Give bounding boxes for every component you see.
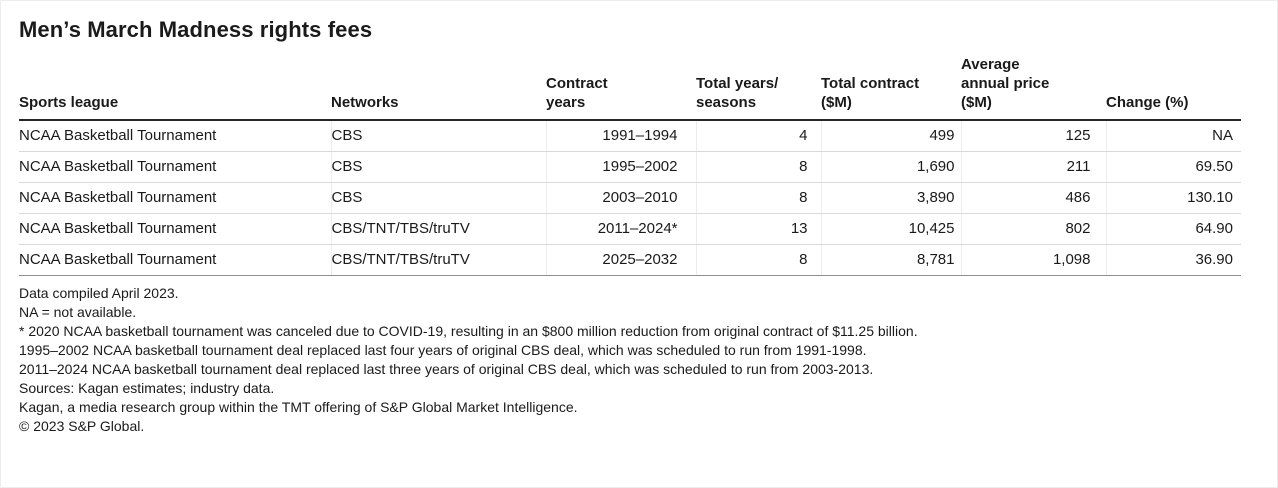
column-header-average-annual-price: Average annual price ($M)	[961, 55, 1106, 121]
cell-networks: CBS	[330, 151, 546, 183]
rights-fees-table: Sports league Networks Contract years To…	[19, 55, 1241, 276]
cell-total-contract: 499	[820, 120, 961, 152]
cell-sports-league: NCAA Basketball Tournament	[19, 244, 331, 276]
cell-average-annual-price: 802	[960, 213, 1106, 245]
cell-total-contract: 8,781	[820, 244, 961, 276]
footnote-kagan: Kagan, a media research group within the…	[19, 398, 578, 415]
cell-change-pct: 130.10	[1105, 182, 1241, 214]
cell-change-pct: 36.90	[1105, 244, 1241, 276]
cell-average-annual-price: 1,098	[960, 244, 1106, 276]
cell-contract-years: 2003–2010	[545, 182, 696, 214]
footnote-2011-deal: 2011–2024 NCAA basketball tournament dea…	[19, 360, 874, 377]
column-header-contract-years: Contract years	[546, 55, 696, 121]
cell-sports-league: NCAA Basketball Tournament	[19, 182, 331, 214]
cell-contract-years: 2025–2032	[545, 244, 696, 276]
cell-total-years: 8	[695, 151, 821, 183]
footnote-na-definition: NA = not available.	[19, 303, 137, 320]
table-row: NCAA Basketball Tournament CBS/TNT/TBS/t…	[19, 213, 1241, 245]
cell-sports-league: NCAA Basketball Tournament	[19, 213, 331, 245]
cell-contract-years: 2011–2024*	[545, 213, 696, 245]
footnotes: Data compiled April 2023. NA = not avail…	[19, 284, 1259, 436]
footnote-asterisk-covid: * 2020 NCAA basketball tournament was ca…	[19, 322, 918, 339]
cell-total-years: 8	[695, 182, 821, 214]
cell-average-annual-price: 211	[960, 151, 1106, 183]
cell-sports-league: NCAA Basketball Tournament	[19, 120, 331, 152]
column-header-networks: Networks	[331, 55, 546, 121]
cell-networks: CBS/TNT/TBS/truTV	[330, 213, 546, 245]
cell-change-pct: 64.90	[1105, 213, 1241, 245]
cell-networks: CBS	[330, 182, 546, 214]
table-row: NCAA Basketball Tournament CBS 1995–2002…	[19, 151, 1241, 183]
cell-average-annual-price: 125	[960, 120, 1106, 152]
footnote-copyright: © 2023 S&P Global.	[19, 417, 145, 434]
cell-total-years: 4	[695, 120, 821, 152]
cell-networks: CBS/TNT/TBS/truTV	[330, 244, 546, 276]
cell-change-pct: 69.50	[1105, 151, 1241, 183]
header-row: Sports league Networks Contract years To…	[19, 55, 1241, 121]
column-header-sports-league: Sports league	[19, 55, 331, 121]
footnote-data-compiled: Data compiled April 2023.	[19, 284, 179, 301]
table-row: NCAA Basketball Tournament CBS 1991–1994…	[19, 120, 1241, 152]
cell-total-contract: 3,890	[820, 182, 961, 214]
column-header-total-contract: Total contract ($M)	[821, 55, 961, 121]
cell-total-contract: 1,690	[820, 151, 961, 183]
table-row: NCAA Basketball Tournament CBS 2003–2010…	[19, 182, 1241, 214]
table-row: NCAA Basketball Tournament CBS/TNT/TBS/t…	[19, 244, 1241, 276]
page-title: Men’s March Madness rights fees	[19, 17, 373, 42]
footnote-sources: Sources: Kagan estimates; industry data.	[19, 379, 275, 396]
footnote-1995-deal: 1995–2002 NCAA basketball tournament dea…	[19, 341, 867, 358]
cell-total-contract: 10,425	[820, 213, 961, 245]
cell-networks: CBS	[330, 120, 546, 152]
cell-contract-years: 1995–2002	[545, 151, 696, 183]
column-header-total-years-seasons: Total years/ seasons	[696, 55, 821, 121]
cell-total-years: 13	[695, 213, 821, 245]
cell-sports-league: NCAA Basketball Tournament	[19, 151, 331, 183]
cell-average-annual-price: 486	[960, 182, 1106, 214]
column-header-change-pct: Change (%)	[1106, 55, 1241, 121]
cell-contract-years: 1991–1994	[545, 120, 696, 152]
cell-total-years: 8	[695, 244, 821, 276]
cell-change-pct: NA	[1105, 120, 1241, 152]
